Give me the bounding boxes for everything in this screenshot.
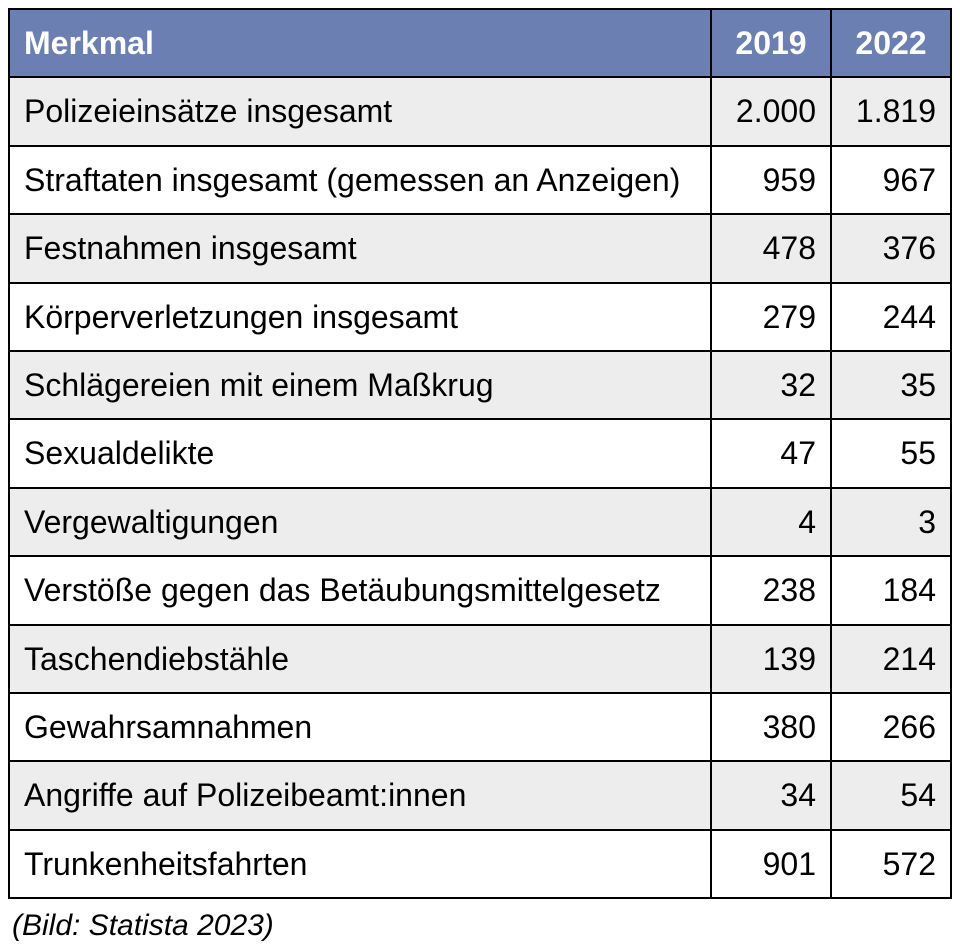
table-row: Straftaten insgesamt (gemessen an Anzeig… (9, 146, 951, 214)
table-row: Verstöße gegen das Betäubungsmittelgeset… (9, 556, 951, 624)
image-caption: (Bild: Statista 2023) (8, 909, 952, 943)
row-label: Gewahrsamnahmen (9, 693, 711, 761)
table-row: Trunkenheitsfahrten 901 572 (9, 830, 951, 898)
row-label: Verstöße gegen das Betäubungsmittelgeset… (9, 556, 711, 624)
table-row: Sexualdelikte 47 55 (9, 419, 951, 487)
row-value-2019: 279 (711, 283, 831, 351)
row-value-2022: 3 (831, 488, 951, 556)
row-value-2019: 32 (711, 351, 831, 419)
row-value-2019: 47 (711, 419, 831, 487)
row-value-2022: 266 (831, 693, 951, 761)
row-value-2019: 139 (711, 625, 831, 693)
row-value-2022: 184 (831, 556, 951, 624)
table-row: Vergewaltigungen 4 3 (9, 488, 951, 556)
table-row: Schlägereien mit einem Maßkrug 32 35 (9, 351, 951, 419)
row-label: Trunkenheitsfahrten (9, 830, 711, 898)
row-value-2019: 4 (711, 488, 831, 556)
row-label: Vergewaltigungen (9, 488, 711, 556)
col-header-2019: 2019 (711, 9, 831, 77)
row-value-2022: 214 (831, 625, 951, 693)
table-row: Polizeieinsätze insgesamt 2.000 1.819 (9, 77, 951, 145)
row-value-2019: 380 (711, 693, 831, 761)
row-label: Körperverletzungen insgesamt (9, 283, 711, 351)
row-value-2022: 54 (831, 761, 951, 829)
col-header-merkmal: Merkmal (9, 9, 711, 77)
row-value-2022: 35 (831, 351, 951, 419)
row-value-2019: 959 (711, 146, 831, 214)
row-value-2022: 244 (831, 283, 951, 351)
row-value-2022: 572 (831, 830, 951, 898)
row-value-2019: 901 (711, 830, 831, 898)
row-value-2019: 238 (711, 556, 831, 624)
row-label: Straftaten insgesamt (gemessen an Anzeig… (9, 146, 711, 214)
row-value-2022: 1.819 (831, 77, 951, 145)
row-label: Taschendiebstähle (9, 625, 711, 693)
table-row: Körperverletzungen insgesamt 279 244 (9, 283, 951, 351)
table-row: Festnahmen insgesamt 478 376 (9, 214, 951, 282)
row-value-2019: 34 (711, 761, 831, 829)
row-label: Sexualdelikte (9, 419, 711, 487)
table-row: Angriffe auf Polizeibeamt:innen 34 54 (9, 761, 951, 829)
table-row: Gewahrsamnahmen 380 266 (9, 693, 951, 761)
row-label: Festnahmen insgesamt (9, 214, 711, 282)
row-value-2022: 967 (831, 146, 951, 214)
table-header-row: Merkmal 2019 2022 (9, 9, 951, 77)
stats-table: Merkmal 2019 2022 Polizeieinsätze insges… (8, 8, 952, 899)
row-label: Schlägereien mit einem Maßkrug (9, 351, 711, 419)
row-label: Polizeieinsätze insgesamt (9, 77, 711, 145)
row-value-2019: 2.000 (711, 77, 831, 145)
row-value-2019: 478 (711, 214, 831, 282)
row-value-2022: 376 (831, 214, 951, 282)
table-row: Taschendiebstähle 139 214 (9, 625, 951, 693)
col-header-2022: 2022 (831, 9, 951, 77)
row-value-2022: 55 (831, 419, 951, 487)
row-label: Angriffe auf Polizeibeamt:innen (9, 761, 711, 829)
